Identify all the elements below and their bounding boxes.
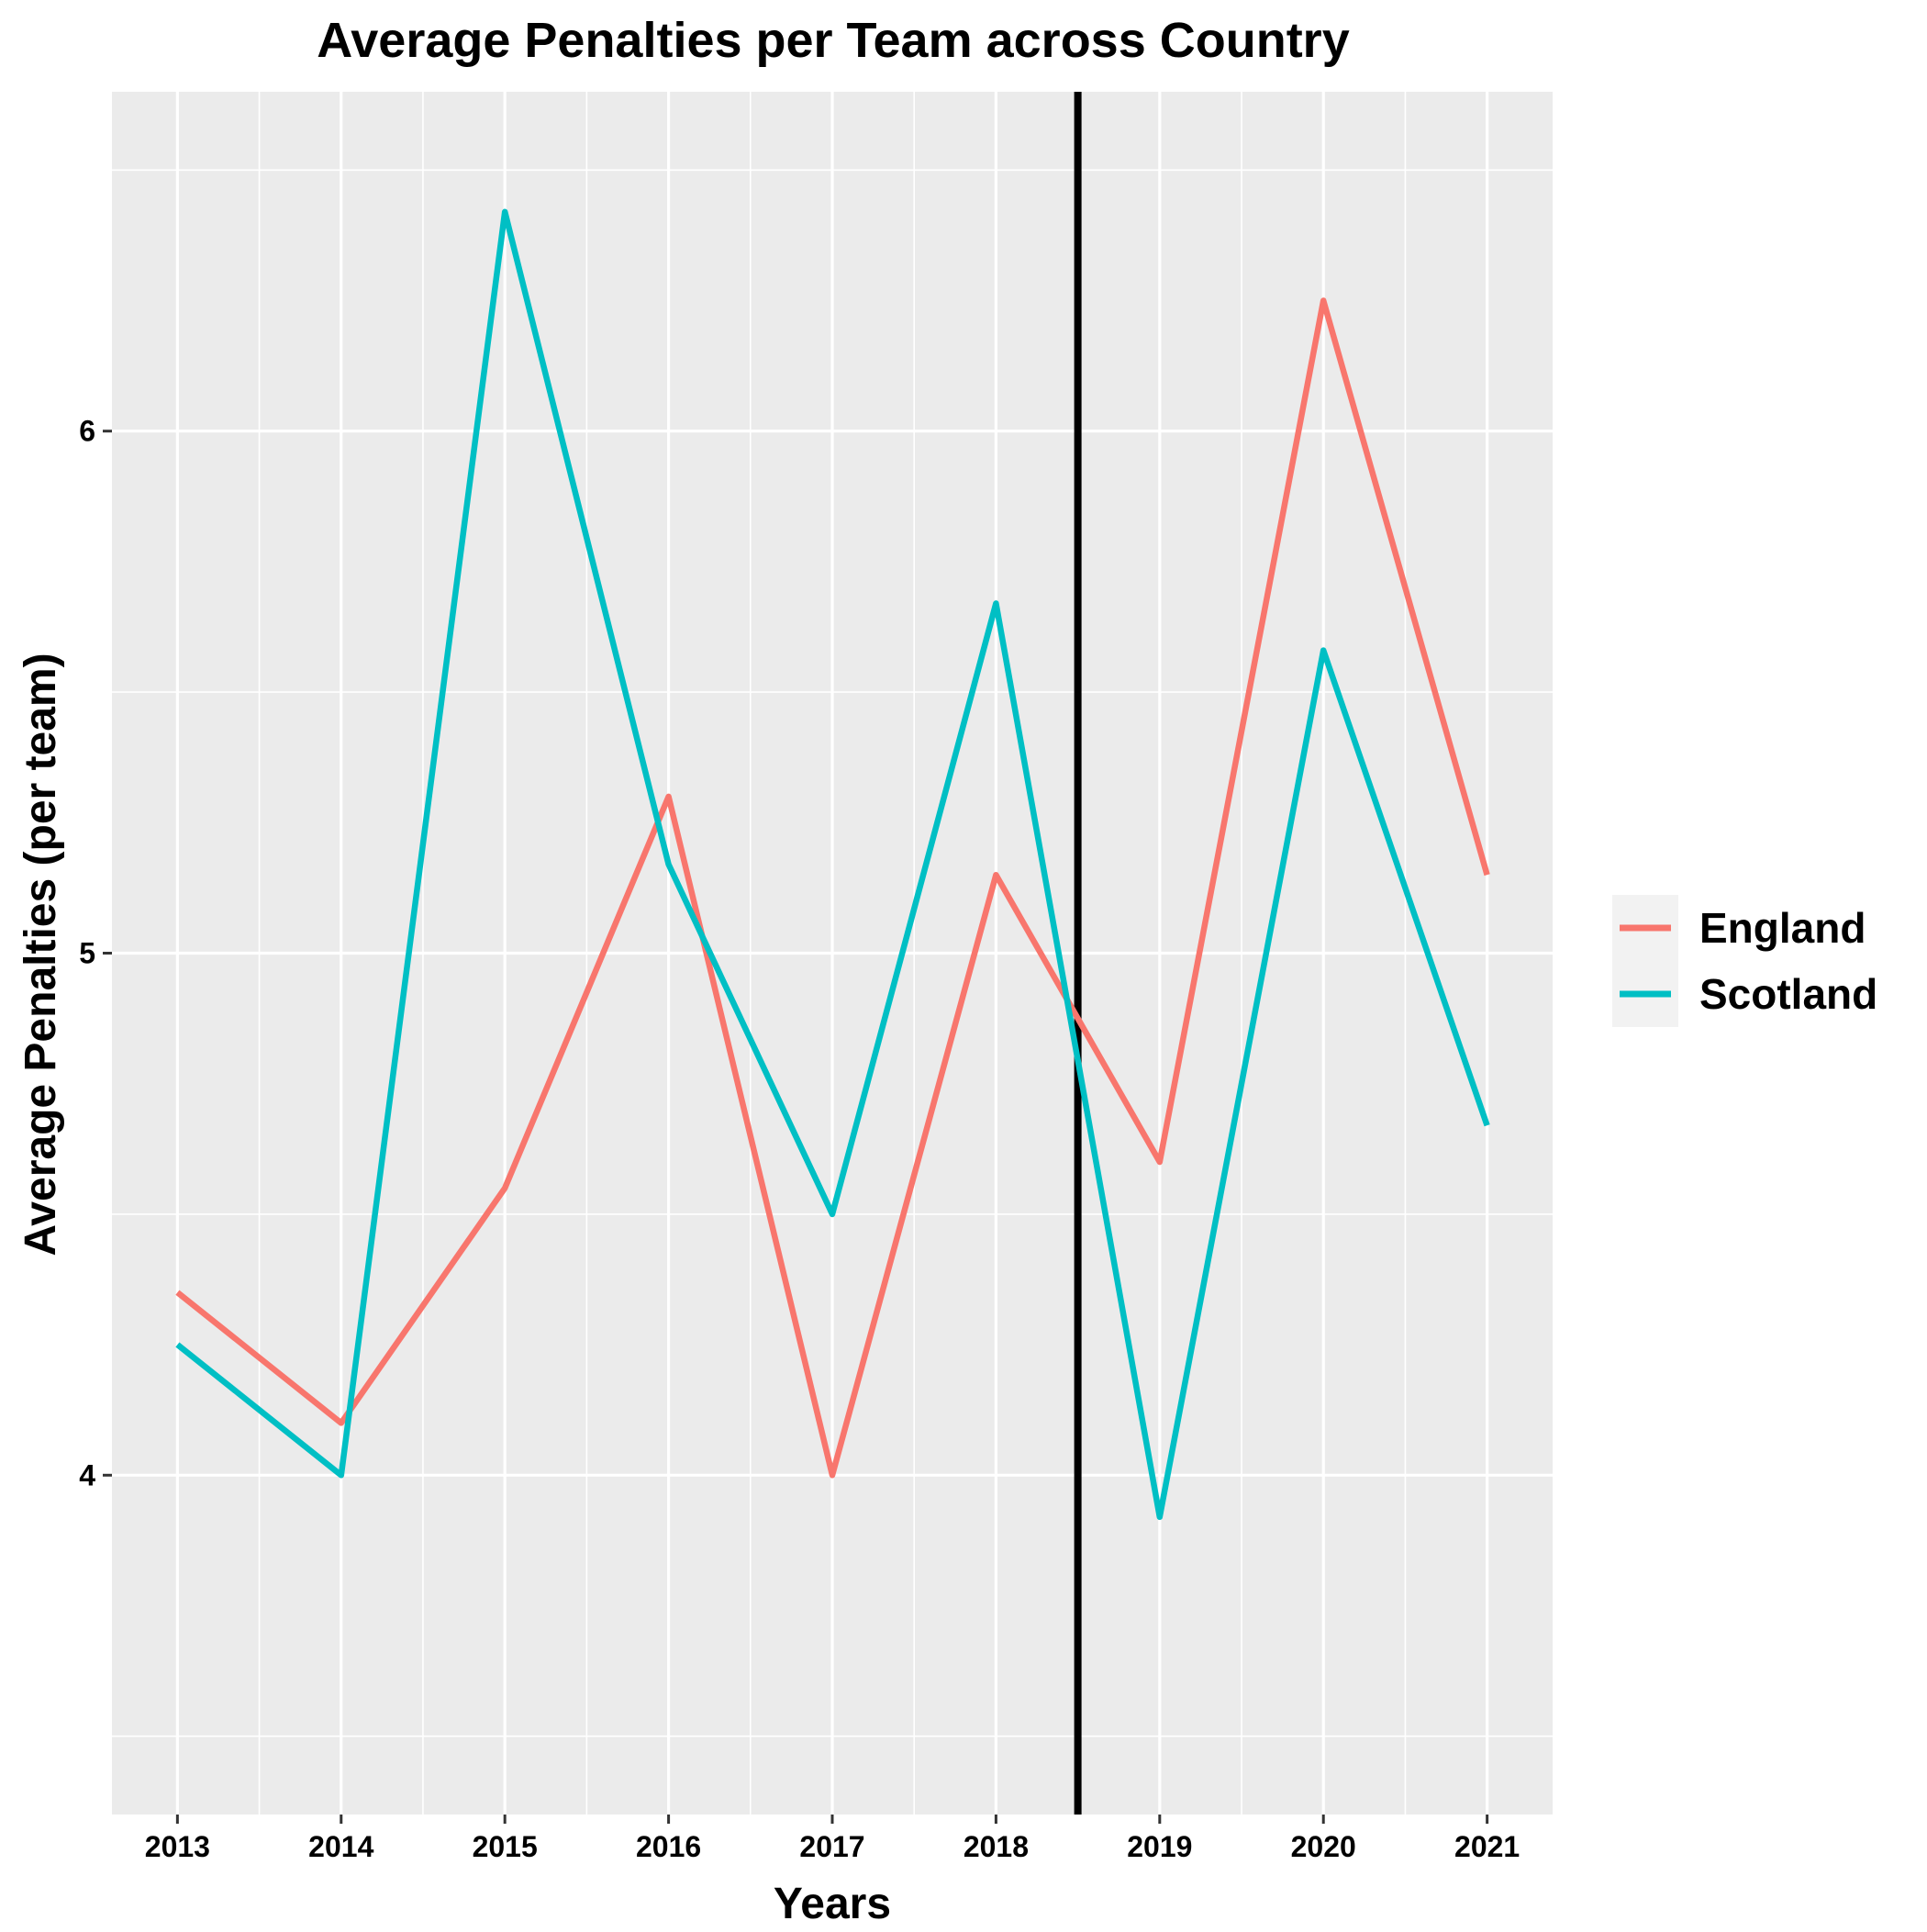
y-tick-label: 6 bbox=[79, 415, 95, 448]
y-axis-title: Average Penalties (per team) bbox=[17, 653, 65, 1256]
axes: 4 5 6 2013 2014 2015 2016 2017 2018 2019 2020 2021 bbox=[79, 415, 1520, 1863]
legend: England Scotland bbox=[1612, 895, 1877, 1027]
x-tick-label: 2016 bbox=[636, 1830, 701, 1863]
chart-title: Average Penalties per Team across Countr… bbox=[317, 13, 1349, 68]
legend-label-england: England bbox=[1699, 904, 1866, 952]
x-tick-label: 2014 bbox=[308, 1830, 373, 1863]
x-tick-label: 2021 bbox=[1454, 1830, 1520, 1863]
series-line-england bbox=[175, 297, 1490, 1479]
x-tick-label: 2015 bbox=[473, 1830, 538, 1863]
x-tick-label: 2019 bbox=[1127, 1830, 1192, 1863]
series-line-scotland bbox=[175, 208, 1490, 1521]
y-tick-label: 5 bbox=[79, 937, 95, 970]
x-tick-label: 2020 bbox=[1291, 1830, 1356, 1863]
x-tick-label: 2013 bbox=[145, 1830, 210, 1863]
legend-label-scotland: Scotland bbox=[1699, 970, 1877, 1018]
x-axis-title: Years bbox=[774, 1880, 891, 1927]
legend-key-background bbox=[1612, 895, 1678, 1027]
y-tick-label: 4 bbox=[79, 1458, 95, 1491]
x-tick-label: 2017 bbox=[799, 1830, 864, 1863]
x-tick-label: 2018 bbox=[964, 1830, 1029, 1863]
series-layer bbox=[175, 208, 1490, 1521]
